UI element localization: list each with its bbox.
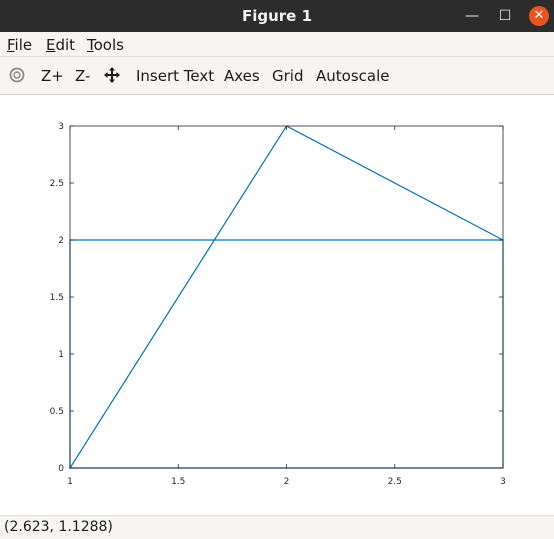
autoscale-button[interactable]: Autoscale <box>316 67 390 85</box>
minimize-button[interactable]: — <box>465 8 479 24</box>
y-tick-label: 1 <box>58 350 64 360</box>
close-button[interactable]: ✕ <box>529 6 549 26</box>
y-tick-label: 2.5 <box>50 179 64 189</box>
toolbar: Z+ Z- Insert Text Axes Grid Autoscale <box>0 57 554 95</box>
pointer-coordinates: (2.623, 1.1288) <box>4 519 113 535</box>
grid-button[interactable]: Grid <box>272 67 304 85</box>
menu-file-accel: F <box>7 36 15 54</box>
maximize-button[interactable]: ☐ <box>498 8 512 24</box>
x-tick-label: 1 <box>67 477 73 487</box>
axes-button[interactable]: Axes <box>224 67 260 85</box>
y-tick-label: 1.5 <box>50 293 64 303</box>
y-tick-label: 3 <box>58 122 64 132</box>
axes-box <box>69 125 504 469</box>
x-tick-label: 2 <box>284 477 290 487</box>
zoom-out-button[interactable]: Z- <box>75 67 91 85</box>
pan-icon[interactable] <box>103 66 121 88</box>
y-tick-label: 0.5 <box>50 407 64 417</box>
menu-file-label: ile <box>14 36 33 54</box>
line-chart: 1 1.5 2 2.5 3 0 0.5 1 1.5 2 2.5 3 <box>50 122 506 487</box>
x-tick-label: 2.5 <box>388 477 402 487</box>
menu-edit-label: dit <box>55 36 76 54</box>
series-line-0 <box>68 125 504 469</box>
menu-tools-accel: T <box>87 36 94 54</box>
figure-canvas[interactable]: 1 1.5 2 2.5 3 0 0.5 1 1.5 2 2.5 3 <box>0 95 554 515</box>
x-tick-label: 3 <box>500 477 506 487</box>
zoom-in-button[interactable]: Z+ <box>41 67 64 85</box>
menu-edit-accel: E <box>46 36 56 54</box>
menu-edit[interactable]: Edit <box>46 36 75 54</box>
menu-tools[interactable]: Tools <box>87 36 124 54</box>
y-tick-label: 2 <box>58 236 64 246</box>
insert-text-button[interactable]: Insert Text <box>136 67 215 85</box>
rotate-icon[interactable] <box>8 66 26 88</box>
menu-tools-label: ools <box>93 36 124 54</box>
y-tick-label: 0 <box>58 464 64 474</box>
title-bar: Figure 1 — ☐ ✕ <box>0 0 554 32</box>
status-bar: (2.623, 1.1288) <box>0 515 554 539</box>
window-title: Figure 1 <box>241 7 313 25</box>
menu-file[interactable]: File <box>7 36 32 54</box>
menu-bar: File Edit Tools <box>0 32 554 57</box>
x-tick-label: 1.5 <box>171 477 185 487</box>
